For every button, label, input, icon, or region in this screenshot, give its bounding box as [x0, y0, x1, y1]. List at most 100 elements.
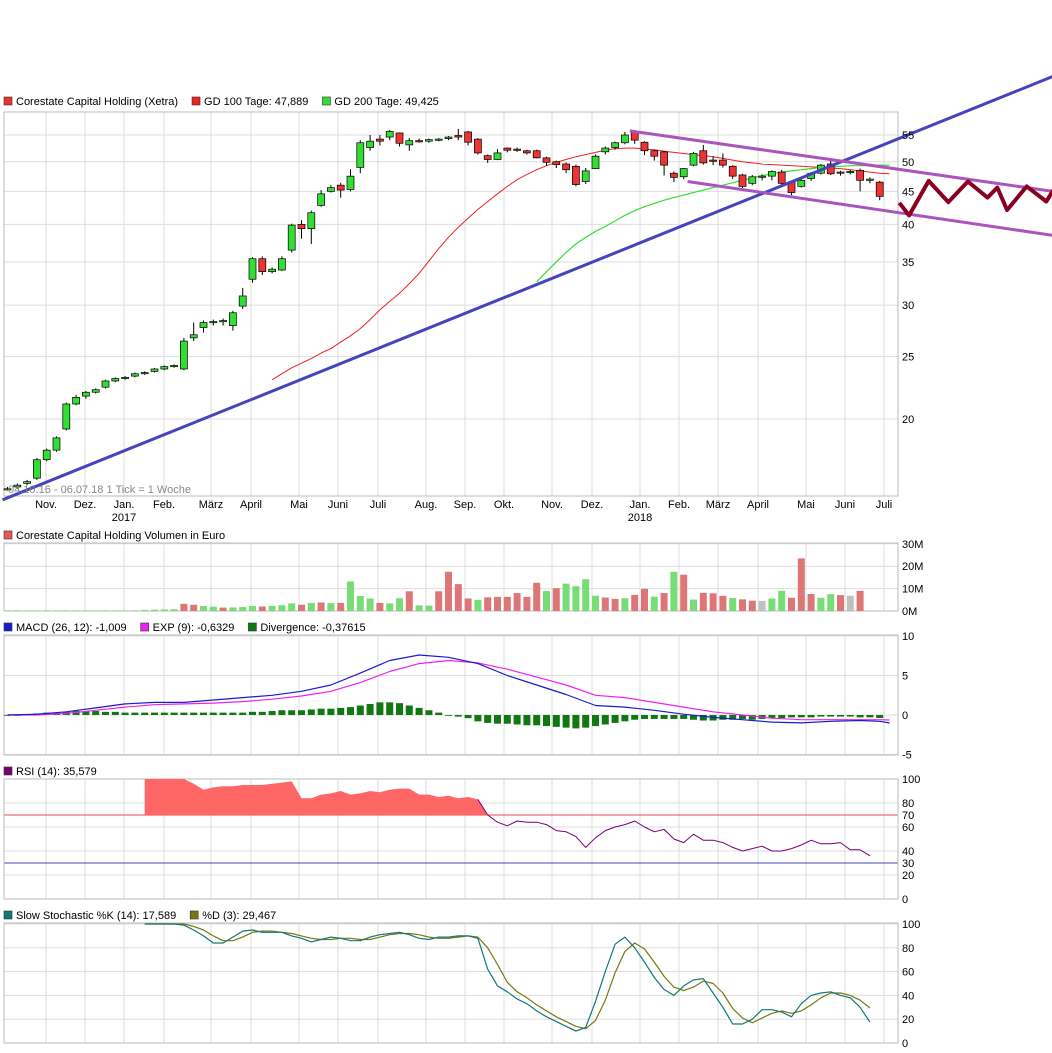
candle [728, 165, 737, 180]
candle [601, 146, 610, 155]
candle [307, 210, 316, 245]
rsi-axis-tick: 70 [902, 810, 914, 822]
stoch-axis-tick: 0 [902, 1038, 908, 1050]
volume-bar [396, 598, 403, 611]
candle-body [356, 142, 365, 168]
price-axis-tick: 45 [902, 186, 914, 198]
volume-bar [121, 610, 129, 611]
divergence-bar [621, 715, 629, 722]
panel-border [3, 778, 899, 900]
candle-body [91, 389, 100, 393]
candle-body [297, 224, 306, 229]
candle [758, 174, 766, 181]
rsi-overbought-area [144, 779, 488, 815]
volume-bar [415, 605, 423, 611]
divergence-bar [92, 711, 100, 715]
rsi-axis-tick: 30 [902, 858, 914, 870]
macd-axis-tick: 5 [902, 671, 908, 683]
volume-bar [72, 610, 80, 611]
divergence-bar [366, 703, 374, 715]
volume-bar [317, 602, 325, 611]
candle-body [287, 224, 296, 251]
divergence-bar [151, 712, 158, 715]
volume-bar [268, 605, 276, 611]
volume-bar [229, 607, 237, 611]
candle-body [111, 378, 120, 382]
macd-axis-tick: 0 [902, 710, 908, 722]
x-axis-month-label: Aug. [415, 499, 438, 511]
panel-frames [3, 111, 899, 1044]
stoch-k-line [144, 923, 871, 1032]
candle-body [346, 175, 355, 190]
volume-bar [425, 605, 433, 611]
volume-bar [258, 606, 266, 611]
candle [131, 372, 139, 378]
volume-bar [690, 599, 697, 611]
divergence-bar [170, 712, 178, 715]
divergence-bar [660, 715, 668, 719]
candle-body [121, 376, 129, 379]
divergence-bar [807, 715, 815, 718]
candle-body [689, 153, 698, 166]
divergence-bar [317, 708, 325, 715]
candle-body [376, 138, 384, 142]
legend-swatch [140, 622, 149, 632]
divergence-bar [846, 715, 854, 717]
candle [552, 160, 561, 169]
candle [532, 149, 541, 159]
channel-upper-line [629, 129, 1052, 193]
candle-body [728, 165, 737, 177]
divergence-bar [219, 712, 227, 715]
candle-body [258, 258, 267, 273]
price-axis-tick: 50 [902, 157, 914, 169]
candle [454, 128, 463, 141]
divergence-bar [72, 711, 80, 715]
candle-body [395, 132, 404, 144]
candle-body [385, 131, 394, 138]
x-axis-month-label: Nov. [35, 499, 57, 511]
candle [689, 151, 698, 167]
candle [640, 141, 649, 156]
x-axis-month-label: Nov. [541, 499, 563, 511]
candle [523, 149, 531, 155]
x-axis-month-label: Jan. [114, 499, 135, 511]
stoch-axis-tick: 40 [902, 990, 914, 1002]
divergence-bar [582, 715, 590, 728]
candle [160, 365, 169, 371]
volume-bar [13, 610, 21, 611]
volume-bar [43, 610, 51, 611]
divergence-bar [778, 715, 786, 719]
candle-body [738, 174, 747, 187]
candle [189, 322, 198, 342]
volume-bar [376, 602, 384, 611]
labels: 04.10.16 - 06.07.18 1 Tick = 1 Woche Nov… [3, 96, 923, 1050]
divergence-bar [876, 715, 884, 719]
divergence-bar [768, 715, 776, 719]
candle-body [660, 151, 668, 166]
volume-axis-tick: 30M [902, 539, 923, 551]
volume-bar [386, 603, 394, 611]
volume-bar [464, 598, 472, 611]
price-axis-tick: 55 [902, 130, 914, 142]
volume-bar [719, 595, 727, 611]
volume-bar [837, 595, 844, 611]
divergence-bar [131, 712, 139, 715]
candle [52, 436, 61, 452]
legend-label: Corestate Capital Holding Volumen in Eur… [16, 530, 225, 542]
candle [62, 402, 71, 431]
candle [650, 149, 659, 161]
candle [238, 287, 247, 309]
candle [248, 257, 257, 283]
divergence-bar [464, 715, 472, 719]
candle [336, 182, 345, 198]
rsi-panel [144, 779, 871, 857]
volume-bar [523, 596, 531, 611]
volume-axis-tick: 10M [902, 584, 923, 596]
divergence-bar [298, 710, 305, 715]
volume-bar [552, 588, 560, 611]
volume-bar [209, 606, 217, 611]
candle-body [797, 179, 806, 187]
volume-bar [699, 592, 707, 611]
divergence-bar [748, 715, 756, 720]
x-axis-month-label: Dez. [581, 499, 604, 511]
